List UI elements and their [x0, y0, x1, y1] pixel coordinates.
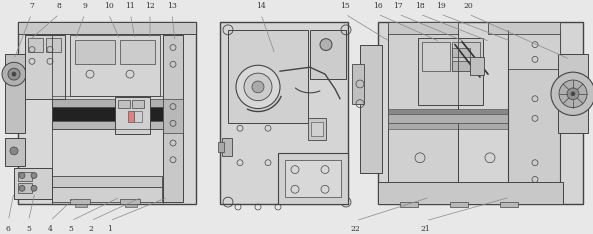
Text: 20: 20 — [464, 2, 473, 10]
Bar — [70, 35, 160, 96]
Text: 18: 18 — [415, 2, 425, 10]
Text: 8: 8 — [57, 2, 62, 10]
Bar — [5, 55, 25, 133]
Bar — [310, 30, 346, 79]
Bar — [5, 138, 25, 166]
Text: 5: 5 — [69, 225, 74, 233]
Bar — [218, 142, 224, 152]
Circle shape — [236, 65, 280, 109]
Bar — [52, 176, 162, 187]
Circle shape — [320, 39, 332, 51]
Bar — [400, 202, 418, 207]
Text: 14: 14 — [256, 2, 266, 10]
Bar — [222, 138, 232, 156]
Bar — [470, 57, 484, 75]
Text: 2: 2 — [88, 225, 93, 233]
Bar — [422, 42, 450, 71]
Bar — [311, 122, 323, 136]
Text: 16: 16 — [373, 2, 382, 10]
Bar — [18, 172, 32, 181]
Bar — [163, 35, 183, 202]
Circle shape — [31, 172, 37, 179]
Bar — [308, 118, 326, 140]
Bar — [18, 22, 196, 34]
Circle shape — [8, 68, 20, 80]
Text: 13: 13 — [167, 2, 177, 10]
Bar — [352, 64, 364, 104]
Circle shape — [567, 88, 579, 100]
Circle shape — [19, 172, 25, 179]
Bar — [120, 199, 140, 204]
Bar — [134, 110, 142, 122]
Bar — [28, 38, 43, 52]
Bar — [75, 40, 115, 64]
Text: 15: 15 — [340, 2, 350, 10]
Text: 11: 11 — [126, 2, 135, 10]
Bar — [132, 100, 144, 108]
Bar — [70, 199, 90, 204]
Bar — [75, 204, 87, 207]
Text: 12: 12 — [145, 2, 155, 10]
Circle shape — [244, 73, 272, 101]
Bar — [120, 40, 155, 64]
Bar — [500, 202, 518, 207]
Circle shape — [252, 81, 264, 93]
Bar — [18, 183, 32, 193]
Text: 7: 7 — [29, 2, 34, 10]
Bar — [488, 22, 560, 34]
Bar — [360, 45, 382, 172]
Bar — [163, 99, 183, 133]
Bar — [18, 22, 196, 204]
Bar — [46, 38, 61, 52]
Bar — [220, 22, 348, 204]
Circle shape — [31, 185, 37, 191]
Bar — [14, 168, 52, 199]
Text: 19: 19 — [436, 2, 445, 10]
Bar — [52, 104, 182, 121]
Circle shape — [12, 72, 16, 76]
Text: 4: 4 — [48, 225, 53, 233]
Bar — [115, 97, 150, 134]
Circle shape — [2, 62, 26, 86]
Text: 1: 1 — [107, 225, 112, 233]
Bar — [125, 204, 137, 207]
Text: 10: 10 — [104, 2, 113, 10]
Circle shape — [559, 80, 587, 108]
Text: 5: 5 — [26, 225, 31, 233]
Bar — [450, 202, 468, 207]
Bar — [285, 160, 341, 197]
Bar — [452, 48, 470, 57]
Bar — [52, 187, 162, 202]
Bar — [228, 30, 308, 123]
Text: 9: 9 — [82, 2, 87, 10]
Bar — [388, 30, 458, 187]
Bar — [558, 55, 588, 133]
Text: 17: 17 — [394, 2, 403, 10]
Bar — [388, 113, 548, 123]
Bar — [418, 38, 483, 105]
Text: 21: 21 — [421, 225, 431, 233]
Bar — [128, 110, 134, 122]
Text: 22: 22 — [351, 225, 361, 233]
Bar — [52, 99, 182, 107]
Bar — [452, 61, 470, 71]
Text: 6: 6 — [6, 225, 11, 233]
Bar — [508, 30, 560, 197]
Bar — [25, 35, 65, 99]
Bar — [388, 109, 548, 114]
Bar — [508, 30, 560, 69]
Bar — [388, 123, 548, 129]
Circle shape — [10, 147, 18, 155]
Bar — [388, 22, 458, 34]
Bar — [52, 121, 182, 129]
Circle shape — [19, 185, 25, 191]
Bar — [378, 182, 563, 204]
Bar — [278, 153, 348, 204]
Bar — [452, 42, 480, 71]
Bar — [378, 22, 583, 204]
Circle shape — [551, 72, 593, 115]
Bar — [118, 100, 130, 108]
Circle shape — [571, 92, 575, 96]
